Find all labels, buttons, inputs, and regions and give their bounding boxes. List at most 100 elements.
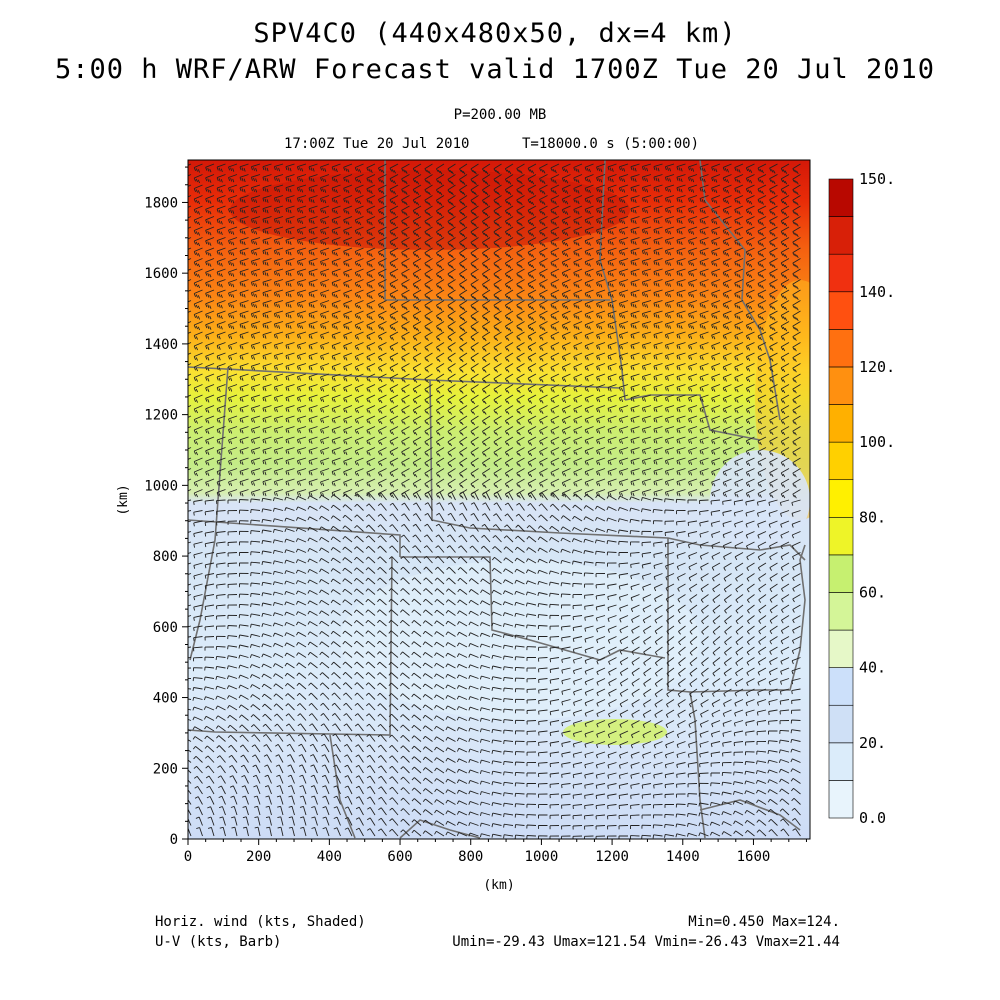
wind-barb [469,567,479,574]
wind-barb [216,184,226,194]
wind-barb [436,184,445,196]
wind-barb [550,415,560,425]
wind-barb [238,603,249,608]
wind-barb [756,740,767,745]
wind-barb [607,184,617,193]
wind-barb [664,321,675,329]
wind-barb [447,394,456,405]
wind-barb [503,729,514,734]
wind-barb [756,510,767,517]
wind-barb [411,566,422,574]
wind-barb [204,666,215,671]
wind-barb [618,436,629,444]
wind-barb [734,342,744,351]
wind-barb [792,195,801,206]
colorbar-swatch [828,178,854,217]
wind-barb [561,751,571,758]
colorbar-swatch [828,479,854,518]
wind-barb [711,321,721,330]
wind-barb [447,468,456,478]
wind-barb [250,714,261,721]
wind-barb [549,825,560,830]
wind-barb [262,415,272,423]
wind-barb [791,531,801,539]
wind-barb [228,415,238,424]
wind-barb [204,755,215,763]
wind-barb [468,653,479,658]
wind-barb [709,811,721,816]
wind-barb [319,547,330,553]
wind-barb [641,793,652,799]
wind-barb [470,342,479,352]
wind-barb [447,226,456,238]
wind-barb [193,583,203,590]
wind-barb [321,754,330,763]
wind-barb [216,289,226,299]
wind-barb [355,806,364,816]
wind-barb [561,678,571,685]
wind-barb [711,699,721,708]
wind-barb [664,552,675,559]
wind-barb [194,786,203,795]
wind-barb [331,436,341,445]
wind-barb [618,415,629,423]
wind-barb [319,682,330,690]
wind-barb [389,786,399,795]
wind-barb [653,247,663,256]
wind-barb [331,405,341,413]
wind-barb [734,226,744,236]
wind-barb [769,562,778,571]
wind-barb [389,279,399,290]
wind-barb [423,555,433,564]
wind-barb [470,468,479,478]
wind-barb [343,426,353,435]
wind-barb [757,289,767,300]
wind-barb [526,793,537,798]
wind-barb [204,541,215,548]
wind-barb [445,726,456,732]
wind-barb [331,195,341,204]
wind-barb [744,830,755,837]
wind-barb [515,513,525,522]
wind-barb [618,205,629,214]
wind-barb [262,268,272,277]
wind-barb [253,795,261,805]
wind-barb [618,321,629,330]
wind-barb [216,625,226,630]
wind-barb [493,352,502,363]
wind-barb [193,657,203,662]
wind-barb [482,447,491,457]
wind-barb [596,247,606,257]
wind-barb [400,745,410,753]
wind-barb [399,641,410,648]
wind-barb [366,503,376,511]
wind-barb [583,538,594,543]
wind-barb [722,184,732,194]
wind-barb [434,620,445,627]
wind-barb [192,687,203,691]
wind-barb [296,342,307,350]
wind-barb [699,741,709,748]
wind-barb [792,289,801,301]
wind-barb [514,557,525,564]
wind-barb [769,247,778,258]
wind-barb [228,447,238,455]
wind-barb [514,634,525,639]
wind-barb [459,384,468,394]
x-tick-label: 800 [458,849,483,865]
wind-barb [596,447,606,455]
wind-barb [664,237,675,245]
wind-barb [792,205,801,217]
wind-barb [572,667,583,675]
wind-barb [631,646,640,655]
wind-barb [204,636,215,641]
wind-barb [675,833,686,838]
wind-barb [504,300,514,311]
wind-barb [584,342,594,350]
wind-barb [229,775,238,784]
wind-barb [320,237,330,246]
wind-barb [689,594,698,603]
wind-barb [491,611,502,616]
wind-barb [744,810,755,816]
wind-barb [792,583,801,592]
